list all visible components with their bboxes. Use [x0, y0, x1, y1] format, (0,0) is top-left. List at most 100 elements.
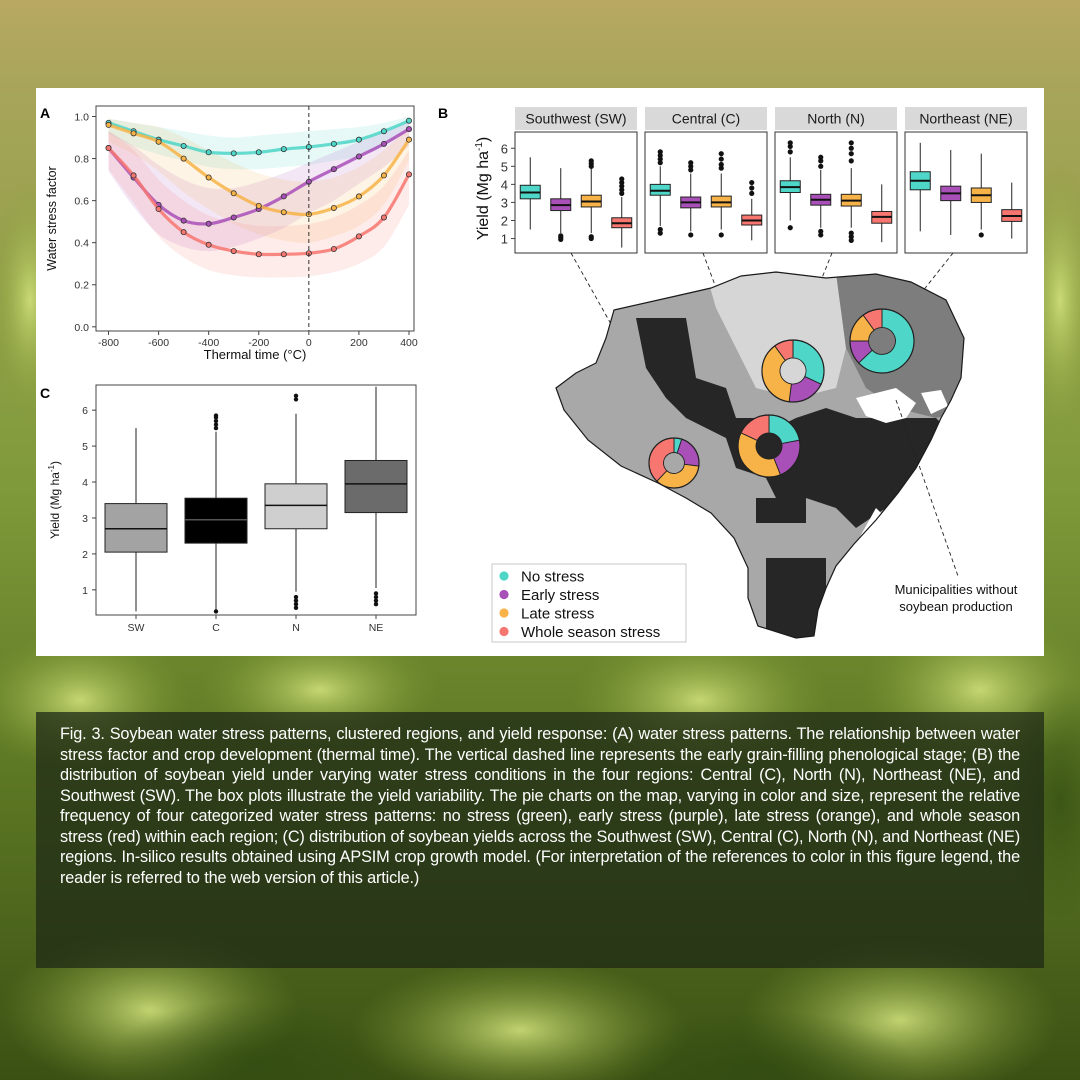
panel-c-outlier-1-2	[213, 422, 219, 427]
stress-point-2-2	[155, 138, 162, 145]
facet-0-outlier-3-1	[619, 187, 625, 193]
facet-0-outlier-2-1	[588, 234, 594, 240]
facet-2-outlier-2-2	[848, 230, 854, 236]
facet-frame-3	[904, 131, 1028, 254]
facet-1-outlier-2-1	[718, 165, 724, 171]
annotation-line-0: Municipalities without	[895, 582, 1018, 597]
panel-b-label: B	[438, 105, 448, 121]
facet-2-outlier-1-1	[818, 228, 824, 234]
stress-point-1-10	[355, 153, 362, 160]
y-tick-label-4: 0.8	[74, 154, 89, 166]
annotation-line-1: soybean production	[899, 599, 1012, 614]
panel-b-y-tick-label-5: 6	[501, 141, 508, 156]
stress-point-3-10	[355, 233, 362, 240]
stress-point-0-11	[380, 128, 387, 135]
facet-title-2: North (N)	[807, 111, 865, 127]
stress-point-0-3	[180, 142, 187, 149]
panel-c-y-tick-label-3: 4	[82, 477, 88, 489]
stress-point-1-3	[180, 217, 187, 224]
facet-2-outlier-2-5	[848, 145, 854, 151]
stress-point-0-4	[205, 149, 212, 156]
facet-0-outlier-2-4	[588, 158, 594, 164]
x-tick-label-6: 400	[400, 337, 418, 349]
stress-point-1-11	[380, 140, 387, 147]
stress-point-2-1	[130, 130, 137, 137]
stress-point-3-9	[330, 245, 337, 252]
panel-c-outlier-2-5	[293, 393, 299, 398]
legend-swatch-3	[499, 626, 509, 637]
facet-1-outlier-2-0	[718, 232, 724, 238]
facet-1-outlier-0-2	[657, 160, 663, 166]
facet-2-outlier-0-1	[787, 149, 793, 155]
y-tick-label-2: 0.4	[74, 238, 89, 250]
x-tick-label-4: 0	[306, 337, 312, 349]
facet-1-outlier-1-3	[688, 160, 694, 166]
figure-panel: A -800 -600 -400 -200 0 200 400 0.0 0.2 0.4 0.6 0.8 1…	[36, 88, 1044, 656]
legend-box	[491, 563, 687, 643]
facet-0-outlier-3-4	[619, 176, 625, 182]
facet-1-outlier-2-3	[718, 156, 724, 162]
stress-point-3-2	[155, 206, 162, 213]
facet-1-outlier-1-2	[688, 163, 694, 169]
pie-SW-outline	[648, 437, 700, 489]
map-region-c-part	[756, 498, 806, 523]
panel-b-ylabel: Yield (Mg ha-1)	[474, 137, 492, 240]
panel-b-pie-charts	[648, 308, 915, 489]
facet-1-outlier-3-2	[749, 179, 755, 186]
facet-2-outlier-1-3	[818, 158, 824, 164]
stress-point-3-12	[405, 171, 412, 178]
map-region-c	[636, 318, 956, 528]
stress-point-2-10	[355, 193, 362, 200]
facet-2-outlier-2-4	[848, 151, 854, 157]
panel-c-x-tick-label-2: N	[292, 622, 300, 634]
panel-c-outlier-1-3	[213, 418, 219, 424]
stress-point-0-6	[255, 149, 262, 156]
stress-point-3-3	[180, 229, 187, 236]
facet-2-outlier-2-1	[848, 234, 854, 240]
map-region-c-south	[766, 558, 826, 638]
panel-c-label: C	[40, 385, 50, 401]
panel-b-y-tick-label-2: 3	[501, 195, 508, 210]
figure-svg: A -800 -600 -400 -200 0 200 400 0.0 0.2 0.4 0.6 0.8 1…	[40, 105, 1028, 643]
panel-c-outlier-2-2	[293, 598, 299, 603]
facet-title-1: Central (C)	[672, 111, 740, 127]
stress-point-3-6	[255, 251, 262, 258]
panel-c-box-1	[184, 497, 248, 544]
facet-1-outlier-3-1	[749, 185, 755, 191]
stress-point-2-11	[380, 172, 387, 179]
panel-c-outlier-1-5	[213, 413, 219, 418]
facet-0-outlier-3-3	[619, 179, 625, 186]
facet-2-outlier-0-0	[787, 225, 793, 231]
stress-point-2-5	[230, 190, 237, 197]
facet-1-outlier-0-5	[657, 149, 663, 155]
panel-c-outlier-3-1	[373, 598, 379, 603]
stress-point-0-7	[280, 146, 287, 153]
stress-point-2-9	[330, 204, 337, 211]
stress-point-3-1	[130, 172, 137, 179]
stress-point-3-5	[230, 248, 237, 255]
stress-point-2-4	[205, 174, 212, 181]
stress-point-2-7	[280, 209, 287, 216]
facet-2-outlier-0-2	[787, 143, 793, 150]
map-no-production-2	[921, 390, 948, 414]
facet-1-outlier-0-0	[657, 230, 663, 236]
panel-c-outlier-2-4	[293, 397, 299, 402]
pie-N-outline	[761, 339, 825, 403]
stress-band-2	[108, 118, 409, 243]
y-tick-label-1: 0.2	[74, 280, 89, 292]
panel-c-outlier-1-1	[213, 425, 219, 431]
panel-a-ylabel: Water stress factor	[45, 166, 59, 270]
panel-c-outlier-2-0	[293, 605, 299, 611]
panel-c-y-tick-label-1: 2	[82, 549, 88, 561]
stress-point-0-10	[355, 136, 362, 143]
facet-strip-3	[905, 107, 1027, 130]
panel-c-box-3	[344, 459, 408, 514]
panel-b-y-tick-label-0: 1	[501, 232, 508, 247]
facet-title-0: Southwest (SW)	[525, 111, 626, 127]
facet-2-outlier-0-3	[787, 140, 793, 146]
panel-c-x-tick-label-0: SW	[128, 622, 145, 634]
facet-0-outlier-3-0	[619, 190, 625, 197]
figure-caption-box: Fig. 3. Soybean water stress patterns, c…	[36, 712, 1044, 968]
facet-strip-0	[515, 107, 637, 130]
facet-strip-2	[775, 107, 897, 130]
